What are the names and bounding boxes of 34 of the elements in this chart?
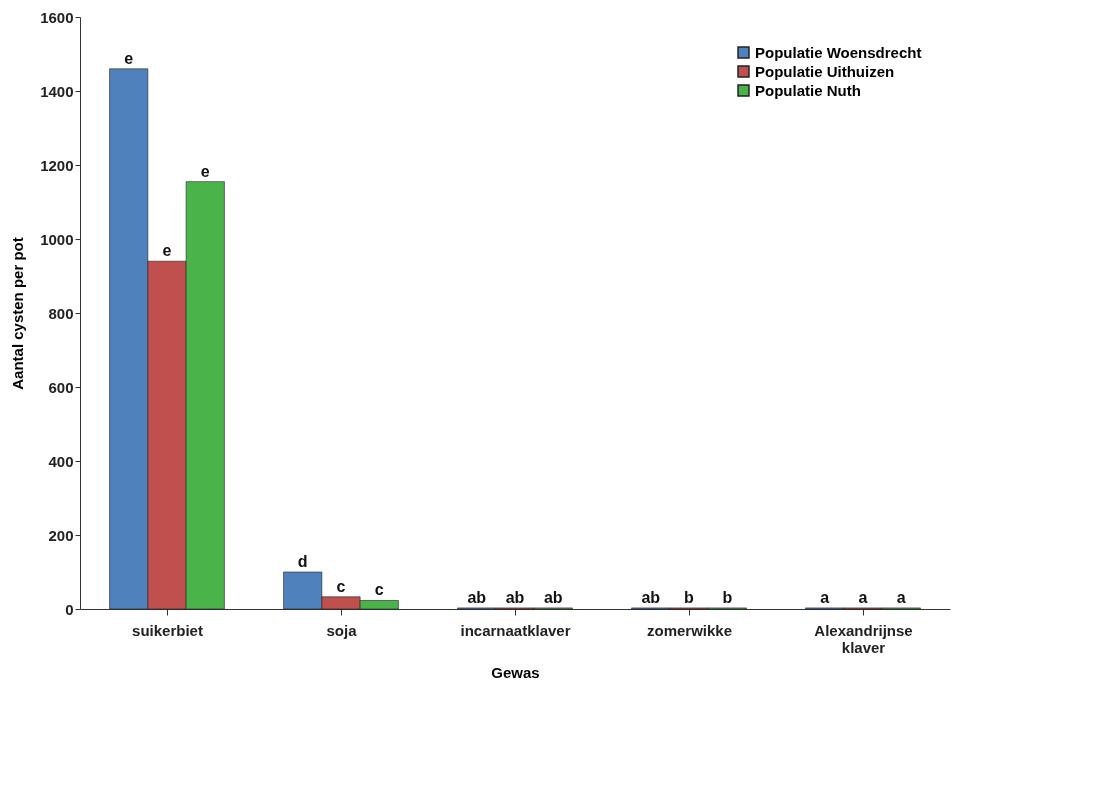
y-tick-label: 800 <box>48 304 74 322</box>
data-label: e <box>124 49 134 67</box>
x-tick-label: suikerbiet <box>132 621 203 639</box>
data-label: a <box>820 588 830 606</box>
x-tick-label: soja <box>326 621 358 639</box>
data-label: ab <box>641 588 661 606</box>
legend-label: Populatie Nuth <box>755 81 861 99</box>
y-tick-label: 600 <box>48 378 74 396</box>
legend-label: Populatie Uithuizen <box>755 62 895 80</box>
data-label: ab <box>543 588 563 606</box>
y-tick-label: 1000 <box>40 230 74 248</box>
data-label: e <box>162 242 172 260</box>
x-tick-label: zomerwikke <box>646 621 733 639</box>
x-tick-label: Alexandrijnse klaver <box>814 621 913 656</box>
x-axis-title: Gewas <box>491 663 540 681</box>
data-label: c <box>374 581 384 599</box>
y-tick-label: 0 <box>65 600 74 618</box>
legend-label: Populatie Woensdrecht <box>755 43 922 61</box>
y-tick-label: 200 <box>48 526 74 544</box>
y-tick-label: 400 <box>48 452 74 470</box>
data-label: d <box>297 553 308 570</box>
y-axis-title: Aantal cysten per pot <box>9 237 27 390</box>
data-label: ab <box>467 588 487 606</box>
data-label: a <box>896 588 906 606</box>
data-label: c <box>336 577 346 595</box>
data-label: e <box>200 162 210 180</box>
y-tick-label: 1200 <box>40 156 74 174</box>
x-tick-label: incarnaatklaver <box>460 621 571 639</box>
data-label: b <box>684 588 695 606</box>
data-label: b <box>722 588 733 606</box>
y-tick-label: 1600 <box>40 8 74 26</box>
data-label: ab <box>505 588 525 606</box>
data-label: a <box>858 588 868 606</box>
y-tick-label: 1400 <box>40 82 74 100</box>
